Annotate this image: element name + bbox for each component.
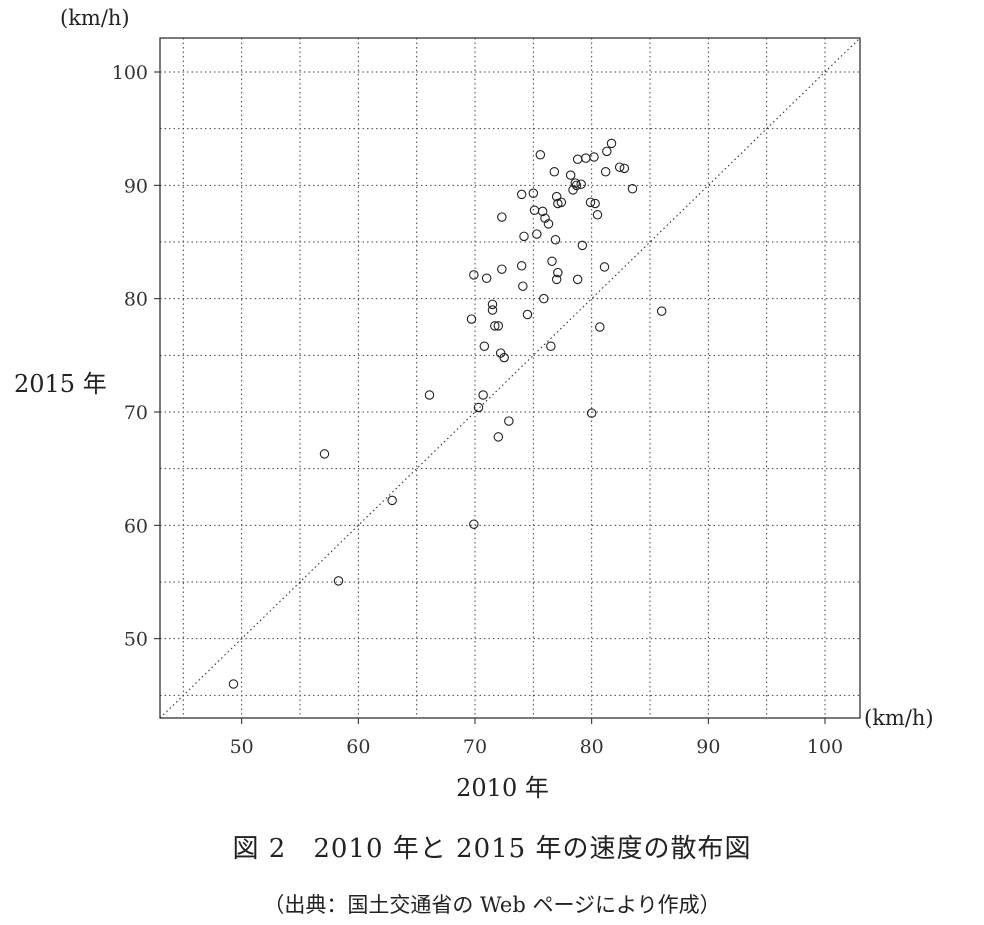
data-point bbox=[493, 432, 504, 442]
y-tick-label: 100 bbox=[112, 62, 148, 84]
data-point bbox=[619, 163, 630, 174]
data-point bbox=[478, 390, 488, 400]
data-points bbox=[228, 138, 667, 689]
x-tick-label: 100 bbox=[807, 736, 843, 758]
data-point bbox=[537, 206, 548, 217]
data-point bbox=[581, 153, 591, 163]
data-point bbox=[504, 416, 514, 426]
data-point bbox=[481, 273, 492, 284]
x-tick-label: 80 bbox=[580, 736, 604, 758]
y-tick-label: 60 bbox=[124, 515, 148, 537]
data-point bbox=[487, 299, 498, 310]
data-point bbox=[333, 576, 344, 586]
data-point bbox=[550, 234, 561, 245]
data-point bbox=[600, 166, 611, 177]
data-point bbox=[595, 322, 605, 332]
source-note: （出典：国土交通省の Web ページにより作成） bbox=[263, 893, 721, 917]
data-point bbox=[572, 274, 583, 285]
y-tick-label: 80 bbox=[124, 289, 148, 311]
data-point bbox=[539, 293, 549, 304]
x-tick-label: 60 bbox=[346, 736, 370, 758]
data-point bbox=[469, 270, 479, 280]
data-point bbox=[551, 191, 562, 202]
x-tick-label: 50 bbox=[230, 736, 254, 758]
data-point bbox=[532, 229, 542, 239]
data-point bbox=[602, 146, 612, 157]
data-point bbox=[387, 495, 397, 506]
data-point bbox=[606, 138, 617, 149]
data-point bbox=[551, 274, 562, 285]
data-point bbox=[556, 197, 567, 208]
y-tick-label: 90 bbox=[124, 175, 148, 197]
data-point bbox=[553, 267, 563, 278]
data-point bbox=[586, 408, 597, 418]
data-point bbox=[599, 262, 610, 272]
data-point bbox=[549, 166, 560, 177]
data-point bbox=[589, 152, 599, 162]
data-point bbox=[424, 390, 435, 400]
data-point bbox=[479, 341, 490, 352]
figure-caption: 図 2 2010 年と 2015 年の速度の散布図 bbox=[232, 834, 752, 864]
data-point bbox=[528, 188, 539, 199]
data-point bbox=[656, 306, 667, 316]
data-point bbox=[529, 205, 540, 216]
data-point bbox=[571, 180, 582, 191]
data-point bbox=[543, 219, 554, 229]
data-point bbox=[590, 198, 600, 209]
data-point bbox=[570, 178, 581, 188]
x-axis-title: 2010 年 bbox=[456, 774, 549, 802]
data-point bbox=[228, 679, 239, 689]
x-tick-label: 90 bbox=[696, 736, 720, 758]
reference-line bbox=[159, 37, 861, 719]
data-point bbox=[516, 189, 527, 200]
diagonal-y-equals-x bbox=[159, 37, 861, 719]
data-point bbox=[535, 149, 546, 160]
y-tick-label: 50 bbox=[124, 629, 148, 651]
grid-lines bbox=[160, 38, 860, 718]
data-point bbox=[518, 281, 528, 291]
data-point bbox=[592, 210, 603, 220]
data-point bbox=[585, 197, 596, 208]
data-point bbox=[577, 240, 588, 251]
data-point bbox=[547, 256, 557, 267]
data-point bbox=[614, 162, 625, 172]
data-point bbox=[522, 309, 533, 320]
data-point bbox=[576, 179, 586, 189]
data-point bbox=[319, 449, 330, 459]
data-point bbox=[497, 264, 507, 274]
tick-labels: 50 60 70 80 90 100 50 60 70 80 90 100 bbox=[112, 62, 843, 758]
plot-frame bbox=[159, 37, 861, 719]
data-point bbox=[497, 212, 507, 222]
x-axis-unit: (km/h) bbox=[864, 706, 934, 730]
data-point bbox=[565, 170, 576, 180]
y-axis-title: 2015 年 bbox=[14, 370, 107, 398]
data-point bbox=[519, 231, 529, 242]
data-point bbox=[627, 183, 638, 194]
data-point bbox=[469, 519, 479, 529]
data-point bbox=[490, 321, 500, 331]
x-tick-label: 70 bbox=[463, 736, 487, 758]
data-point bbox=[487, 305, 498, 315]
data-point bbox=[466, 314, 477, 324]
data-point bbox=[473, 402, 484, 413]
y-tick-label: 70 bbox=[124, 402, 148, 424]
data-point bbox=[572, 154, 583, 165]
data-point bbox=[499, 352, 509, 363]
data-point bbox=[546, 341, 556, 352]
data-point bbox=[516, 261, 527, 271]
y-axis-unit: (km/h) bbox=[60, 6, 130, 30]
data-point bbox=[493, 321, 504, 331]
